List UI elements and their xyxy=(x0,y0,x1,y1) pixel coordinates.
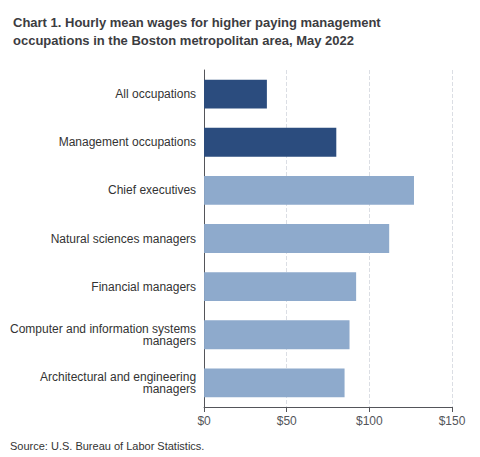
svg-text:Chief executives: Chief executives xyxy=(108,183,196,197)
svg-text:Natural sciences managers: Natural sciences managers xyxy=(51,232,196,246)
svg-text:Architectural and engineering: Architectural and engineering xyxy=(40,369,197,384)
svg-text:Chart 1. Hourly mean wages for: Chart 1. Hourly mean wages for higher pa… xyxy=(13,15,381,30)
svg-text:Management occupations: Management occupations xyxy=(59,135,196,149)
svg-text:managers: managers xyxy=(143,382,196,396)
svg-text:Financial managers: Financial managers xyxy=(91,280,196,294)
svg-text:$0: $0 xyxy=(197,414,211,428)
svg-text:Source: U.S. Bureau of Labor S: Source: U.S. Bureau of Labor Statistics. xyxy=(10,440,204,452)
svg-text:$150: $150 xyxy=(439,414,466,428)
svg-text:managers: managers xyxy=(143,334,196,348)
svg-text:All occupations: All occupations xyxy=(115,87,196,101)
svg-text:Computer and information syste: Computer and information systems xyxy=(10,321,197,336)
svg-text:occupations in the Boston metr: occupations in the Boston metropolitan a… xyxy=(13,33,354,48)
svg-text:$100: $100 xyxy=(356,414,383,428)
svg-text:$50: $50 xyxy=(277,414,297,428)
